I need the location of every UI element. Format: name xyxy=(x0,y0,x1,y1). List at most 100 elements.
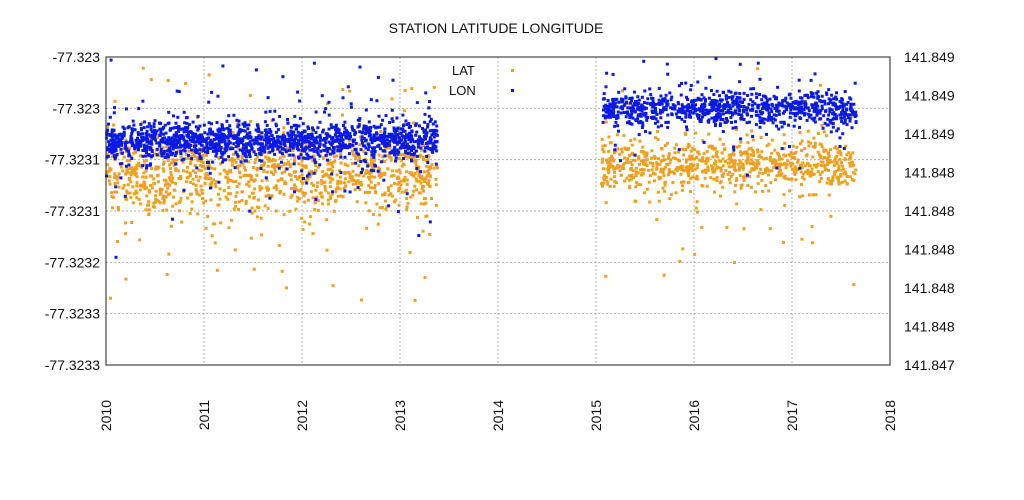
lat-point xyxy=(665,141,669,145)
lat-point xyxy=(218,187,222,191)
lon-point xyxy=(608,102,612,106)
lat-point xyxy=(852,283,856,287)
lon-point xyxy=(110,148,114,152)
lon-point xyxy=(624,100,628,104)
lat-point xyxy=(813,145,817,149)
lat-point xyxy=(200,165,204,168)
lon-point xyxy=(161,126,165,130)
lat-point xyxy=(378,213,382,217)
lon-point xyxy=(328,152,332,156)
lon-point xyxy=(735,99,739,103)
lon-point xyxy=(376,125,380,129)
lon-point xyxy=(194,151,198,155)
lat-point xyxy=(688,154,692,158)
lon-point xyxy=(330,126,334,130)
lon-point xyxy=(615,97,619,101)
lat-point xyxy=(300,173,304,177)
lon-point xyxy=(173,138,177,142)
lat-point xyxy=(307,170,311,174)
lon-point xyxy=(307,127,310,131)
lon-point xyxy=(604,103,608,107)
lat-point xyxy=(780,157,784,161)
lon-point xyxy=(606,99,610,102)
lat-point xyxy=(788,189,792,193)
lon-point xyxy=(735,101,739,105)
lon-point xyxy=(217,180,221,184)
lat-point xyxy=(328,161,332,165)
lat-point xyxy=(630,177,634,181)
lon-point xyxy=(613,101,617,105)
lat-point xyxy=(113,182,117,185)
lon-point xyxy=(171,217,174,221)
lon-point xyxy=(194,132,197,136)
lat-point xyxy=(129,195,133,199)
lat-point xyxy=(316,199,320,203)
lon-point xyxy=(405,142,409,146)
lat-point xyxy=(829,148,832,152)
lat-point xyxy=(190,151,194,155)
lon-point xyxy=(309,137,313,141)
lat-point xyxy=(701,139,705,143)
lon-point xyxy=(343,131,346,135)
lat-point xyxy=(763,170,767,174)
lat-point xyxy=(798,131,802,134)
lat-point xyxy=(176,169,180,173)
lat-point xyxy=(715,176,719,179)
lon-point xyxy=(742,98,746,102)
lon-point xyxy=(279,160,283,164)
lon-point xyxy=(161,137,165,140)
lat-point xyxy=(762,157,766,161)
lat-point xyxy=(168,167,172,170)
lon-point xyxy=(152,122,156,126)
lon-point xyxy=(795,107,799,111)
lat-point xyxy=(135,175,139,179)
lon-point xyxy=(307,172,311,176)
lat-point xyxy=(236,166,240,170)
lat-point xyxy=(226,176,230,180)
lon-point xyxy=(815,91,819,95)
lon-point xyxy=(172,133,176,137)
lat-point xyxy=(603,144,607,148)
lat-point xyxy=(605,179,609,183)
lat-point xyxy=(275,187,279,191)
lat-point xyxy=(618,169,622,173)
lat-point xyxy=(388,155,391,159)
lon-point xyxy=(827,113,831,117)
lat-point xyxy=(819,176,823,180)
lat-point xyxy=(124,138,128,142)
lat-point xyxy=(782,147,786,151)
lat-point xyxy=(639,159,643,163)
lat-point xyxy=(428,184,432,188)
lon-point xyxy=(167,110,171,114)
lon-point xyxy=(153,130,156,134)
lon-point xyxy=(699,117,703,121)
lat-point xyxy=(124,172,128,176)
lon-point xyxy=(405,192,409,196)
lat-point xyxy=(687,165,691,169)
lat-point xyxy=(288,209,292,213)
lon-point xyxy=(246,136,250,140)
lon-point xyxy=(141,132,145,136)
lat-point xyxy=(244,173,248,177)
lon-point xyxy=(292,142,296,146)
lon-point xyxy=(360,138,364,142)
lon-point xyxy=(816,104,820,108)
lat-point xyxy=(157,153,161,157)
lat-point xyxy=(756,150,760,154)
lon-point xyxy=(354,148,358,152)
lat-point xyxy=(653,179,656,183)
lat-point xyxy=(697,158,701,162)
lon-point xyxy=(843,112,847,116)
lon-point xyxy=(180,158,184,162)
lat-point xyxy=(828,179,832,183)
lon-point xyxy=(404,151,408,155)
lat-point xyxy=(109,296,112,300)
lon-point xyxy=(382,135,386,138)
lon-point xyxy=(750,114,753,118)
lon-point xyxy=(746,106,750,110)
lat-point xyxy=(761,171,765,175)
lat-point xyxy=(384,207,388,211)
lat-point xyxy=(226,180,230,184)
lon-point xyxy=(183,146,187,149)
lat-point xyxy=(674,191,678,195)
